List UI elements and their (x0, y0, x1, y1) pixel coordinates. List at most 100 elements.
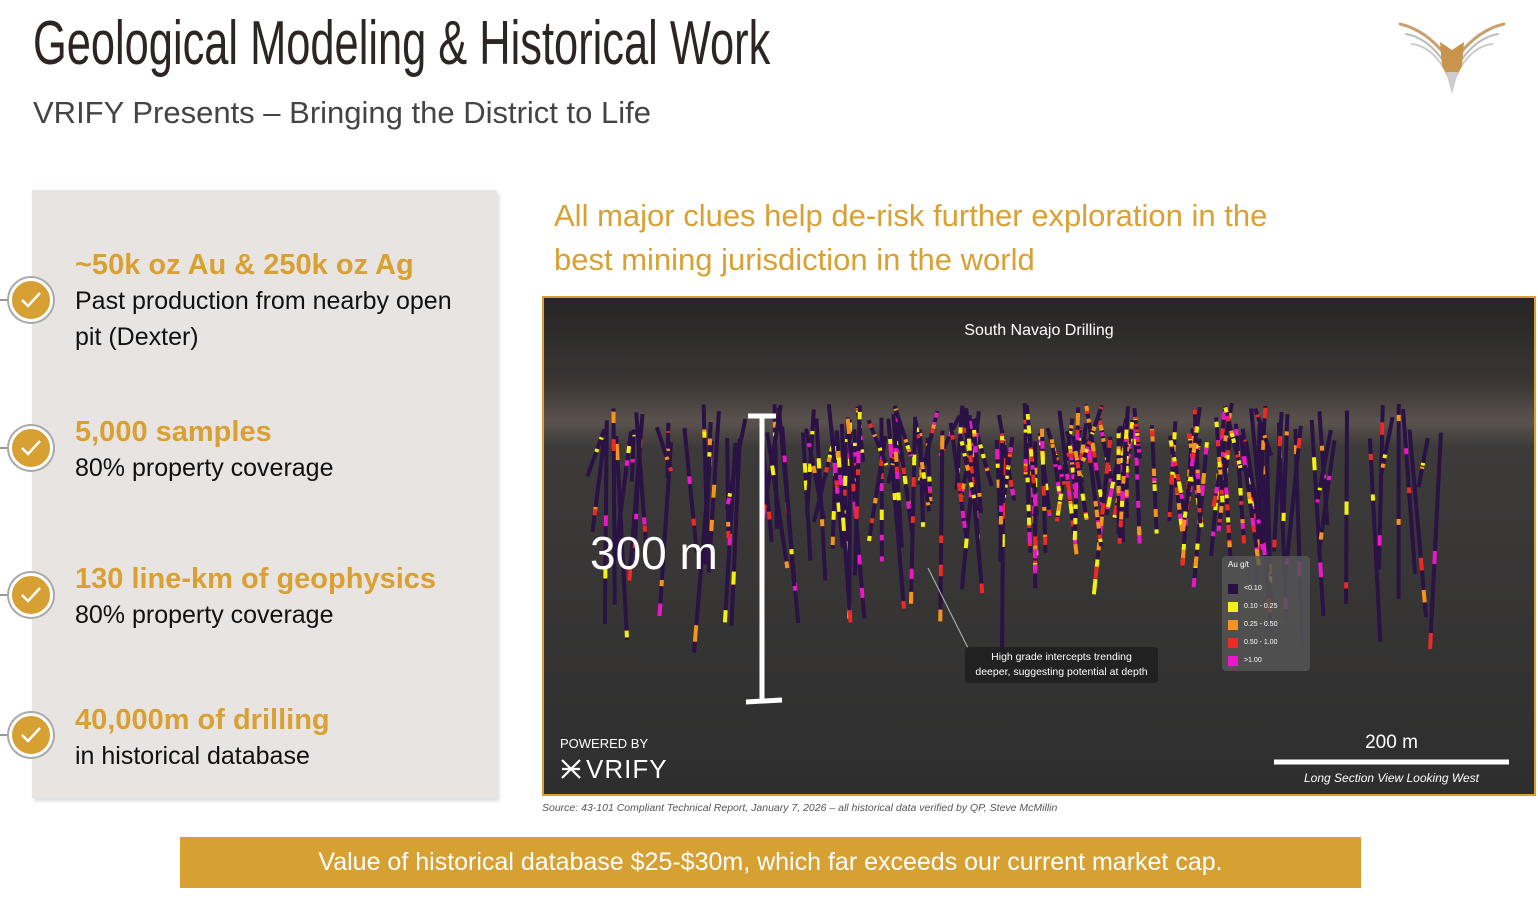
assay-interval (1203, 447, 1209, 455)
assay-interval (1008, 446, 1014, 452)
assay-interval (893, 408, 899, 412)
drilling-image: South Navajo Drilling 300 m 200 m Long S… (542, 296, 1536, 796)
assay-interval (1087, 454, 1093, 461)
drill-hole (1407, 429, 1429, 618)
assay-interval (1107, 496, 1113, 501)
assay-interval (901, 467, 907, 475)
assay-interval (964, 464, 971, 472)
assay-interval (1070, 520, 1076, 527)
assay-interval (902, 475, 908, 483)
assay-interval (978, 444, 984, 449)
assay-interval (1096, 521, 1101, 529)
assay-interval (845, 418, 851, 435)
drill-hole (1428, 432, 1443, 642)
assay-interval (1296, 437, 1302, 449)
assay-interval (1008, 479, 1014, 488)
assay-interval (1218, 505, 1224, 514)
assay-interval (958, 493, 964, 503)
drill-hole (585, 428, 607, 478)
assay-interval (816, 458, 822, 469)
drill-hole (614, 435, 630, 641)
drill-hole (1367, 438, 1383, 642)
vertical-scale-label: 300 m (590, 527, 718, 579)
assay-interval (1177, 483, 1183, 490)
assay-interval (878, 459, 884, 467)
assay-interval (966, 438, 972, 451)
assay-interval (1054, 458, 1060, 462)
assay-interval (1073, 450, 1079, 458)
assay-interval (1055, 482, 1061, 487)
legend-swatch (1228, 620, 1238, 630)
assay-interval (614, 443, 620, 461)
assay-interval (1251, 525, 1257, 533)
image-title: South Navajo Drilling (964, 322, 1114, 339)
assay-interval (1191, 442, 1197, 452)
assay-interval (1129, 421, 1135, 428)
drill-hole (852, 405, 862, 576)
assay-interval (784, 561, 790, 569)
assay-interval (1225, 449, 1231, 456)
assay-interval (657, 603, 663, 617)
assay-interval (979, 583, 985, 594)
drill-hole (1221, 438, 1233, 560)
subtitle: VRIFY Presents – Bringing the District t… (33, 95, 651, 130)
assay-interval (1065, 480, 1072, 492)
assay-interval (1177, 513, 1183, 520)
check-mark (21, 727, 41, 743)
assay-interval (929, 428, 935, 434)
drill-hole (804, 409, 816, 516)
drill-hole (725, 437, 731, 537)
assay-interval (1190, 451, 1196, 459)
assay-interval (1420, 462, 1426, 466)
legend-swatch (1228, 656, 1238, 666)
assay-interval (722, 610, 728, 623)
assay-interval (832, 462, 838, 474)
assay-interval (836, 457, 842, 468)
assay-interval (868, 423, 873, 428)
assay-interval (1090, 431, 1095, 435)
assay-interval (598, 436, 604, 441)
assay-interval (1241, 534, 1247, 544)
annotation: High grade intercepts trending deeper, s… (975, 651, 1148, 678)
tagline: All major clues help de-risk further exp… (554, 198, 1268, 277)
assay-interval (1097, 534, 1103, 540)
assay-interval (1237, 464, 1243, 469)
assay-interval (1220, 452, 1225, 457)
highlight-heading: 40,000m of drilling (75, 704, 330, 736)
assay-interval (1098, 424, 1104, 431)
assay-interval (1071, 450, 1076, 456)
check-connector (0, 299, 9, 301)
annotation-leader (927, 567, 969, 649)
assay-interval (872, 433, 877, 438)
drill-hole (814, 418, 828, 581)
assay-interval (1226, 417, 1231, 422)
assay-interval (827, 454, 833, 458)
assay-interval (1235, 454, 1240, 458)
assay-interval (1250, 517, 1256, 527)
assay-interval (1069, 424, 1074, 429)
assay-interval (1099, 431, 1105, 437)
assay-interval (731, 571, 736, 585)
logo (1398, 22, 1506, 94)
assay-interval (962, 452, 967, 457)
assay-interval (906, 448, 912, 453)
assay-interval (883, 462, 889, 466)
assay-interval (1107, 492, 1113, 499)
assay-interval (766, 511, 772, 520)
highlight-text: 80% property coverage (75, 601, 334, 629)
assay-interval (1091, 584, 1097, 595)
assay-interval (1076, 470, 1082, 477)
assay-interval (1093, 566, 1099, 579)
assay-interval (1188, 443, 1194, 449)
assay-interval (811, 465, 817, 474)
assay-interval (1091, 447, 1096, 453)
assay-interval (1065, 473, 1070, 481)
drill-hole (590, 439, 607, 533)
assay-interval (919, 461, 925, 470)
assay-interval (1093, 462, 1099, 471)
assay-interval (950, 434, 955, 440)
assay-interval (1109, 481, 1116, 489)
assay-interval (1010, 488, 1015, 493)
assay-interval (903, 438, 909, 444)
